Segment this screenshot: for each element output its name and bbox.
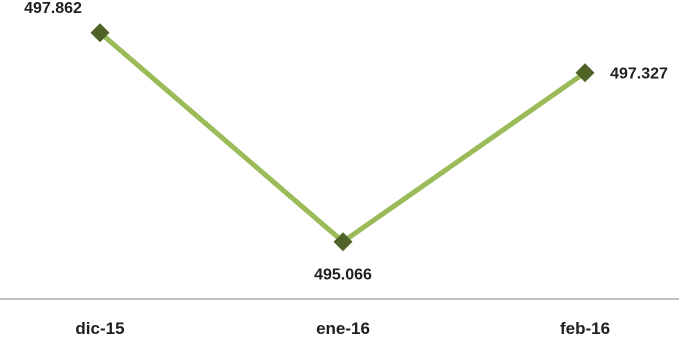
series-line [97,30,588,245]
data-point-marker [90,23,110,43]
data-label: 497.862 [24,0,82,17]
data-point-marker [333,232,353,252]
data-point-marker [575,63,595,83]
data-label: 497.327 [610,66,668,83]
x-tick-label: dic-15 [75,319,124,338]
x-tick-label: feb-16 [560,319,610,338]
x-tick-label: ene-16 [316,319,370,338]
data-label: 495.066 [314,267,372,284]
